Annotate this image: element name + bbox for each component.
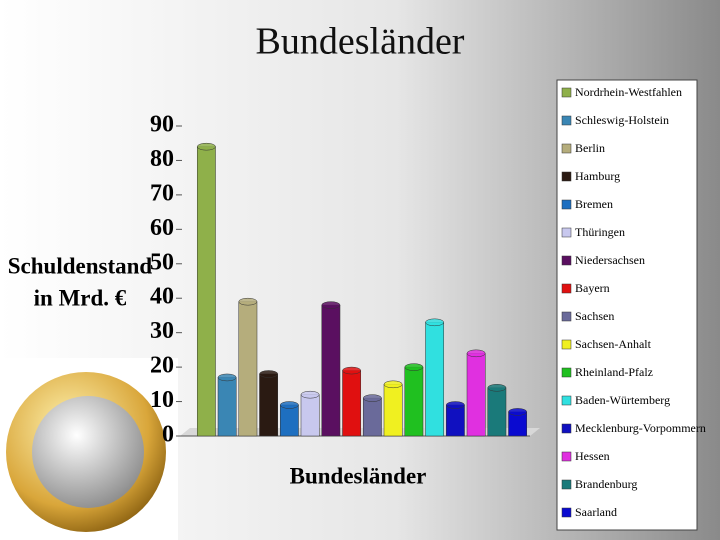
legend-swatch <box>561 199 572 210</box>
bar <box>404 366 424 437</box>
bar-cap <box>445 401 465 409</box>
y-tick-label: 30 <box>150 318 174 344</box>
bar-cap <box>425 318 445 327</box>
coin-center <box>32 396 144 508</box>
legend-label: Sachsen <box>575 309 614 323</box>
bar-cap <box>362 394 382 402</box>
legend-swatch <box>561 87 572 98</box>
bar-cap <box>383 380 403 389</box>
bar <box>445 404 465 437</box>
legend-label: Hamburg <box>575 169 620 183</box>
bar-cap <box>321 301 341 309</box>
legend-swatch <box>561 143 572 154</box>
legend-label: Schleswig-Holstein <box>575 113 669 127</box>
bar-cap <box>217 373 237 382</box>
y-tick-label: 0 <box>162 422 174 448</box>
slide-title: Bundesländer <box>256 21 465 63</box>
legend-label: Brandenburg <box>575 477 637 491</box>
legend-label: Hessen <box>575 449 610 463</box>
legend-swatch <box>561 255 572 266</box>
bar <box>425 322 445 437</box>
bar <box>383 384 403 437</box>
legend-swatch <box>561 339 572 350</box>
legend-label: Bayern <box>575 281 610 295</box>
bar-cap <box>466 349 486 358</box>
bar <box>362 397 382 437</box>
bar-cap <box>238 297 258 306</box>
bar-cap <box>487 384 507 392</box>
y-axis-label: in Mrd. € <box>34 285 127 310</box>
legend-swatch <box>561 367 572 378</box>
bar <box>238 301 258 437</box>
bar-cap <box>342 366 362 375</box>
y-tick-label: 40 <box>150 284 174 310</box>
y-tick-label: 50 <box>150 249 174 275</box>
bar-cap <box>508 408 528 416</box>
y-tick-label: 10 <box>150 387 174 413</box>
bar <box>259 373 279 437</box>
legend-label: Bremen <box>575 197 613 211</box>
legend-label: Rheinland-Pfalz <box>575 365 653 379</box>
legend-label: Berlin <box>575 141 605 155</box>
bar <box>279 404 299 437</box>
legend-swatch <box>561 115 572 126</box>
y-tick-label: 90 <box>150 112 174 138</box>
bar <box>300 394 320 437</box>
legend-swatch <box>561 311 572 322</box>
legend-swatch <box>561 479 572 490</box>
bar-cap <box>196 142 216 151</box>
y-tick-label: 80 <box>150 146 174 172</box>
x-axis-label: Bundesländer <box>290 463 427 488</box>
legend-label: Nordrhein-Westfahlen <box>575 85 682 99</box>
legend-swatch <box>561 395 572 406</box>
bar <box>196 146 216 437</box>
y-axis-label: Schuldenstand <box>8 253 153 278</box>
y-tick-label: 20 <box>150 353 174 379</box>
bar-cap <box>300 390 320 399</box>
legend-swatch <box>561 507 572 518</box>
legend-swatch <box>561 227 572 238</box>
legend <box>556 79 698 531</box>
bar <box>342 370 362 437</box>
legend-label: Baden-Würtemberg <box>575 393 670 407</box>
bar-cap <box>279 401 299 409</box>
bar <box>321 304 341 437</box>
legend-swatch <box>561 283 572 294</box>
legend-swatch <box>561 451 572 462</box>
y-tick-label: 70 <box>150 180 174 206</box>
bar-cap <box>404 363 424 371</box>
legend-label: Mecklenburg-Vorpommern <box>575 421 706 435</box>
bar <box>466 353 486 437</box>
legend-label: Sachsen-Anhalt <box>575 337 652 351</box>
legend-label: Saarland <box>575 505 617 519</box>
bar-cap <box>259 370 279 378</box>
legend-swatch <box>561 171 572 182</box>
y-tick-label: 60 <box>150 215 174 241</box>
bar <box>217 377 237 437</box>
legend-swatch <box>561 423 572 434</box>
legend-label: Thüringen <box>575 225 625 239</box>
bar <box>487 387 507 437</box>
legend-label: Niedersachsen <box>575 253 645 267</box>
